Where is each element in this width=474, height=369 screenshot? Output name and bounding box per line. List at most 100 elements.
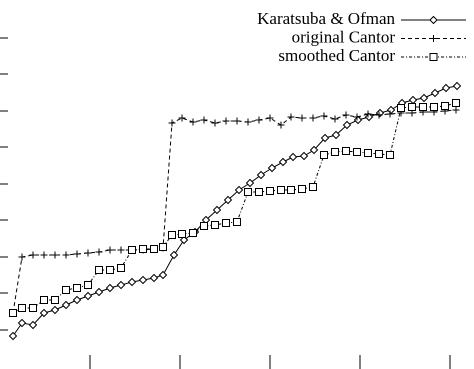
- point: [223, 195, 233, 205]
- point: [309, 114, 317, 122]
- point: [178, 114, 186, 122]
- point: [39, 308, 49, 318]
- series-line: [12, 109, 457, 314]
- point: [233, 218, 241, 226]
- point: [8, 331, 18, 341]
- point: [18, 304, 26, 312]
- point: [408, 103, 416, 111]
- point: [397, 104, 405, 112]
- point: [386, 105, 396, 115]
- point: [419, 103, 427, 111]
- point: [364, 112, 374, 122]
- point: [287, 186, 295, 194]
- point: [72, 295, 82, 305]
- point: [287, 113, 295, 121]
- point: [128, 246, 136, 254]
- point: [106, 266, 114, 274]
- point: [95, 266, 103, 274]
- point: [18, 253, 26, 261]
- point: [40, 296, 48, 304]
- point: [233, 117, 241, 125]
- point: [84, 281, 92, 289]
- point: [200, 222, 208, 230]
- point: [179, 235, 189, 245]
- point: [29, 251, 37, 259]
- point: [452, 106, 460, 114]
- point: [277, 121, 285, 129]
- point: [266, 187, 274, 195]
- point: [353, 115, 363, 125]
- point: [73, 284, 81, 292]
- point: [430, 88, 440, 98]
- point: [106, 246, 114, 254]
- point: [386, 151, 394, 159]
- point: [331, 148, 339, 156]
- point: [342, 120, 352, 130]
- legend-marker: [430, 35, 437, 42]
- point: [452, 81, 462, 91]
- point: [94, 287, 104, 297]
- point: [299, 151, 309, 161]
- point: [320, 112, 328, 120]
- point: [342, 111, 350, 119]
- point: [117, 246, 125, 254]
- point: [408, 95, 418, 105]
- point: [320, 151, 328, 159]
- point: [375, 111, 383, 119]
- point: [244, 118, 252, 126]
- point: [245, 178, 255, 188]
- point: [169, 250, 179, 260]
- point: [309, 145, 319, 155]
- point: [51, 296, 59, 304]
- point: [278, 157, 288, 167]
- point: [83, 291, 93, 301]
- point: [234, 185, 244, 195]
- point: [309, 183, 317, 191]
- point: [40, 251, 48, 259]
- point: [375, 150, 383, 158]
- point: [95, 248, 103, 256]
- point: [73, 250, 81, 258]
- point: [255, 188, 263, 196]
- point: [127, 277, 137, 287]
- point: [452, 99, 460, 107]
- point: [244, 188, 252, 196]
- point: [17, 318, 27, 328]
- point: [255, 116, 263, 124]
- point: [116, 280, 126, 290]
- point: [419, 93, 429, 103]
- point: [168, 119, 176, 127]
- point: [158, 270, 168, 280]
- point: [211, 119, 219, 127]
- point: [189, 229, 197, 237]
- point: [178, 230, 186, 238]
- point: [441, 83, 451, 93]
- point: [61, 300, 71, 310]
- point: [29, 304, 37, 312]
- point: [331, 130, 341, 140]
- point: [288, 152, 298, 162]
- point: [331, 115, 339, 123]
- point: [200, 116, 208, 124]
- point: [51, 251, 59, 259]
- point: [441, 102, 449, 110]
- point: [117, 264, 125, 272]
- point: [430, 103, 438, 111]
- point: [149, 273, 159, 283]
- point: [353, 113, 361, 121]
- point: [266, 114, 274, 122]
- point: [212, 205, 222, 215]
- point: [62, 286, 70, 294]
- point: [138, 275, 148, 285]
- legend-label: smoothed Cantor: [278, 46, 395, 65]
- point: [139, 245, 147, 253]
- point: [159, 243, 167, 251]
- point: [222, 117, 230, 125]
- point: [342, 147, 350, 155]
- point: [189, 118, 197, 126]
- point: [150, 245, 158, 253]
- point: [84, 249, 92, 257]
- point: [105, 283, 115, 293]
- point: [353, 148, 361, 156]
